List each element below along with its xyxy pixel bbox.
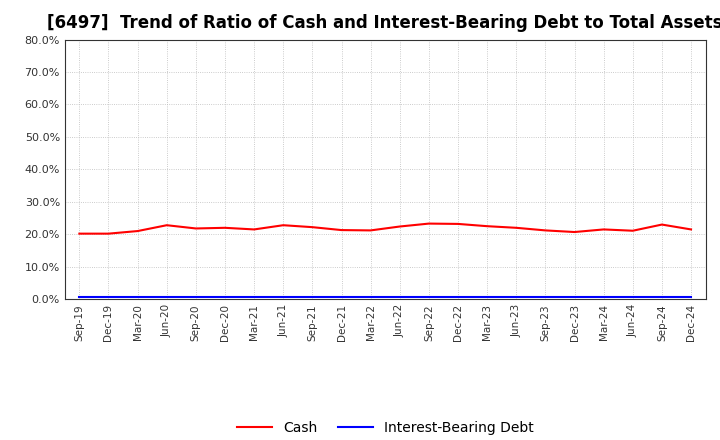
Interest-Bearing Debt <box>395 294 404 299</box>
Interest-Bearing Debt <box>570 294 579 299</box>
Legend: Cash, Interest-Bearing Debt: Cash, Interest-Bearing Debt <box>231 415 539 440</box>
Cash <box>541 228 550 233</box>
Interest-Bearing Debt <box>250 294 258 299</box>
Line: Cash: Cash <box>79 224 691 234</box>
Interest-Bearing Debt <box>366 294 375 299</box>
Interest-Bearing Debt <box>279 294 287 299</box>
Cash <box>425 221 433 226</box>
Title: [6497]  Trend of Ratio of Cash and Interest-Bearing Debt to Total Assets: [6497] Trend of Ratio of Cash and Intere… <box>48 15 720 33</box>
Cash <box>629 228 637 233</box>
Interest-Bearing Debt <box>454 294 462 299</box>
Interest-Bearing Debt <box>657 294 666 299</box>
Cash <box>133 228 142 234</box>
Interest-Bearing Debt <box>687 294 696 299</box>
Cash <box>337 227 346 233</box>
Cash <box>395 224 404 229</box>
Cash <box>308 224 317 230</box>
Interest-Bearing Debt <box>192 294 200 299</box>
Interest-Bearing Debt <box>629 294 637 299</box>
Interest-Bearing Debt <box>541 294 550 299</box>
Cash <box>454 221 462 227</box>
Cash <box>220 225 229 231</box>
Cash <box>250 227 258 232</box>
Cash <box>483 224 492 229</box>
Interest-Bearing Debt <box>104 294 113 299</box>
Interest-Bearing Debt <box>599 294 608 299</box>
Interest-Bearing Debt <box>425 294 433 299</box>
Cash <box>75 231 84 236</box>
Interest-Bearing Debt <box>163 294 171 299</box>
Interest-Bearing Debt <box>512 294 521 299</box>
Cash <box>104 231 113 236</box>
Interest-Bearing Debt <box>308 294 317 299</box>
Cash <box>366 228 375 233</box>
Interest-Bearing Debt <box>75 294 84 299</box>
Interest-Bearing Debt <box>483 294 492 299</box>
Cash <box>570 229 579 235</box>
Interest-Bearing Debt <box>133 294 142 299</box>
Interest-Bearing Debt <box>337 294 346 299</box>
Cash <box>192 226 200 231</box>
Cash <box>163 223 171 228</box>
Interest-Bearing Debt <box>220 294 229 299</box>
Cash <box>512 225 521 231</box>
Cash <box>657 222 666 227</box>
Cash <box>279 223 287 228</box>
Cash <box>599 227 608 232</box>
Cash <box>687 227 696 232</box>
